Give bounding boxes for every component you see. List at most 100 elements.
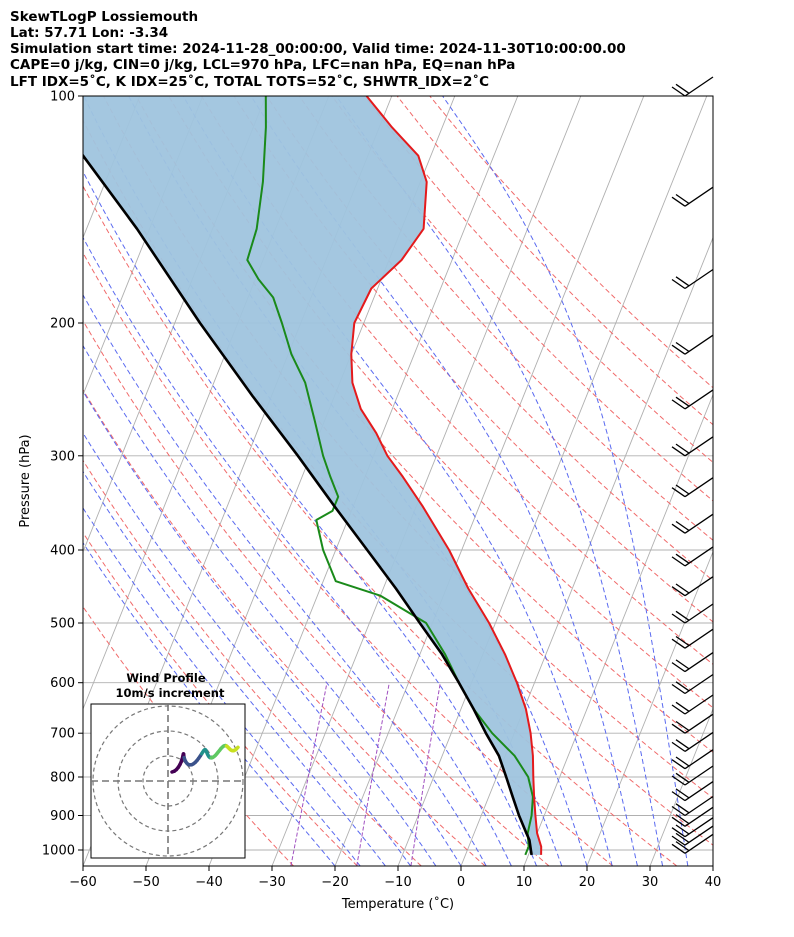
wind-barb bbox=[671, 825, 714, 846]
x-axis-label: Temperature (˚C) bbox=[341, 896, 454, 912]
hodograph-subtitle: 10m/s increment bbox=[116, 686, 225, 700]
wind-barb bbox=[671, 781, 714, 802]
y-tick-label: 500 bbox=[50, 617, 75, 632]
index-line: LFT IDX=5˚C, K IDX=25˚C, TOTAL TOTS=52˚C… bbox=[10, 73, 489, 90]
wind-barb bbox=[671, 334, 714, 355]
wind-barb bbox=[671, 833, 714, 854]
mixing-ratio-line bbox=[290, 682, 328, 866]
dry-adiabat-line bbox=[429, 96, 713, 389]
wind-barb bbox=[671, 673, 714, 695]
y-tick-label: 600 bbox=[50, 676, 75, 691]
x-tick-label: 10 bbox=[516, 875, 533, 890]
moist-adiabat-line bbox=[442, 96, 689, 866]
isotherm-line bbox=[83, 96, 141, 239]
chart-header: SkewTLogP Lossiemouth Lat: 57.71 Lon: -3… bbox=[10, 9, 626, 90]
moist-adiabat-line bbox=[83, 293, 487, 866]
moist-adiabat-line bbox=[83, 470, 386, 866]
x-tick-label: 20 bbox=[579, 875, 596, 890]
wind-barb bbox=[671, 765, 714, 786]
moist-adiabat-line bbox=[83, 390, 437, 866]
mixing-ratio-line bbox=[410, 682, 441, 866]
y-tick-label: 300 bbox=[50, 449, 75, 464]
wind-barb bbox=[671, 795, 714, 817]
cape-fill-layer bbox=[83, 96, 542, 855]
wind-barb bbox=[671, 603, 714, 624]
moist-adiabat-line bbox=[83, 432, 412, 866]
x-tick-label: −20 bbox=[321, 875, 348, 890]
wind-barb bbox=[671, 628, 714, 649]
wind-barb bbox=[671, 806, 714, 827]
y-tick-label: 800 bbox=[50, 771, 75, 786]
dry-adiabat-line bbox=[331, 96, 713, 502]
wind-barb bbox=[671, 389, 714, 410]
dry-adiabat-line bbox=[396, 96, 713, 426]
dry-adiabat-line bbox=[83, 319, 550, 866]
time-line: Simulation start time: 2024-11-28_00:00:… bbox=[10, 41, 626, 57]
dry-adiabat-line bbox=[168, 96, 713, 709]
hodograph-title: Wind Profile bbox=[126, 671, 206, 685]
hodograph-segment bbox=[235, 745, 240, 751]
moist-adiabat-line bbox=[83, 170, 538, 866]
y-tick-label: 900 bbox=[50, 809, 75, 824]
wind-barb bbox=[671, 186, 714, 207]
x-tick-label: 0 bbox=[457, 875, 465, 890]
y-axis-label: Pressure (hPa) bbox=[18, 434, 33, 527]
isotherm-line bbox=[0, 96, 77, 866]
y-tick-label: 100 bbox=[50, 90, 75, 105]
axes: −60 −50 −40 −30 −20 −10 0 10 20 30 40 100 200 300 400 5… bbox=[42, 90, 721, 891]
isotherm-line bbox=[586, 550, 713, 866]
x-tick-label: −40 bbox=[195, 875, 222, 890]
chart-title: SkewTLogP Lossiemouth bbox=[10, 9, 198, 25]
isotherm-line bbox=[712, 864, 713, 866]
wind-barb bbox=[671, 513, 714, 534]
moist-adiabat-line bbox=[250, 96, 638, 866]
wind-barb bbox=[671, 713, 714, 734]
wind-barb bbox=[671, 749, 714, 770]
y-tick-label: 400 bbox=[50, 544, 75, 559]
cape-shading bbox=[83, 96, 542, 855]
x-tick-label: −30 bbox=[258, 875, 285, 890]
isotherm-line bbox=[397, 96, 708, 866]
moist-adiabat-line bbox=[83, 236, 512, 866]
wind-barb bbox=[671, 436, 714, 457]
isotherm-line bbox=[649, 707, 713, 866]
isotherm-line bbox=[0, 96, 14, 866]
dry-adiabat-line bbox=[103, 96, 713, 799]
x-tick-label: 40 bbox=[705, 875, 722, 890]
dewpoint-line bbox=[246, 96, 534, 856]
isotherm-line bbox=[271, 96, 582, 866]
dry-adiabat-line bbox=[83, 531, 358, 866]
y-tick-label: 1000 bbox=[42, 844, 75, 859]
cape-line: CAPE=0 j/kg, CIN=0 j/kg, LCL=970 hPa, LF… bbox=[10, 57, 515, 73]
x-tick-label: 30 bbox=[642, 875, 659, 890]
dry-adiabat-line bbox=[298, 96, 713, 541]
wind-barb bbox=[671, 817, 714, 838]
hodograph-inset: Wind Profile 10m/s increment bbox=[90, 671, 246, 859]
wind-barb bbox=[671, 731, 714, 752]
temperature-line bbox=[350, 96, 543, 855]
wind-barb bbox=[671, 576, 714, 597]
moist-adiabat-line bbox=[83, 344, 462, 866]
isotherm-line bbox=[523, 393, 713, 866]
y-tick-label: 700 bbox=[50, 727, 75, 742]
x-tick-label: −10 bbox=[384, 875, 411, 890]
wind-barb bbox=[671, 546, 714, 567]
dry-adiabat-line bbox=[135, 96, 713, 753]
isotherm-line bbox=[334, 96, 645, 866]
wind-barbs bbox=[671, 76, 714, 854]
wind-barb bbox=[671, 694, 714, 715]
wind-barb bbox=[671, 76, 714, 97]
profile-layer bbox=[83, 96, 543, 856]
y-tick-label: 200 bbox=[50, 317, 75, 332]
dry-adiabat-line bbox=[83, 251, 614, 866]
wind-barb bbox=[671, 268, 714, 290]
wind-barb bbox=[671, 477, 714, 498]
location-line: Lat: 57.71 Lon: -3.34 bbox=[10, 25, 168, 41]
parcel-line bbox=[83, 153, 533, 856]
moist-adiabat-line bbox=[335, 96, 664, 866]
mixing-ratio-line bbox=[356, 682, 390, 866]
x-tick-label: −50 bbox=[132, 875, 159, 890]
dry-adiabat-line bbox=[364, 96, 713, 463]
x-tick-label: −60 bbox=[69, 875, 96, 890]
